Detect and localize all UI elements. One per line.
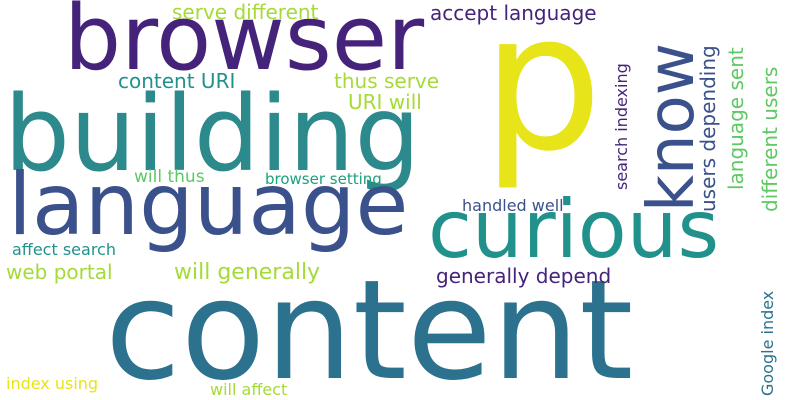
word-will-thus: will thus <box>134 169 205 186</box>
word-content-uri: content URI <box>118 71 235 91</box>
word-different-users: different users <box>760 67 780 212</box>
word-browser-setting: browser setting <box>265 172 382 187</box>
word-generally-depend: generally depend <box>436 266 611 286</box>
word-language-sent: language sent <box>726 47 746 190</box>
word-will-affect: will affect <box>210 382 287 398</box>
word-users-depending: users depending <box>698 45 718 212</box>
word-google-index: Google index <box>760 291 776 396</box>
word-p: p <box>482 0 603 178</box>
word-thus-serve: thus serve <box>334 71 439 91</box>
word-know: know <box>640 43 704 212</box>
word-search-indexing: search indexing <box>614 63 630 190</box>
word-uri-will: URI will <box>348 92 422 112</box>
word-accept-language: accept language <box>430 3 597 23</box>
word-will-generally: will generally <box>174 262 320 284</box>
word-index-using: index using <box>6 376 98 392</box>
word-serve-different: serve different <box>172 2 318 22</box>
word-handled-well: handled well <box>462 198 564 214</box>
word-affect-search: affect search <box>12 242 116 258</box>
word-web-portal: web portal <box>6 262 113 282</box>
